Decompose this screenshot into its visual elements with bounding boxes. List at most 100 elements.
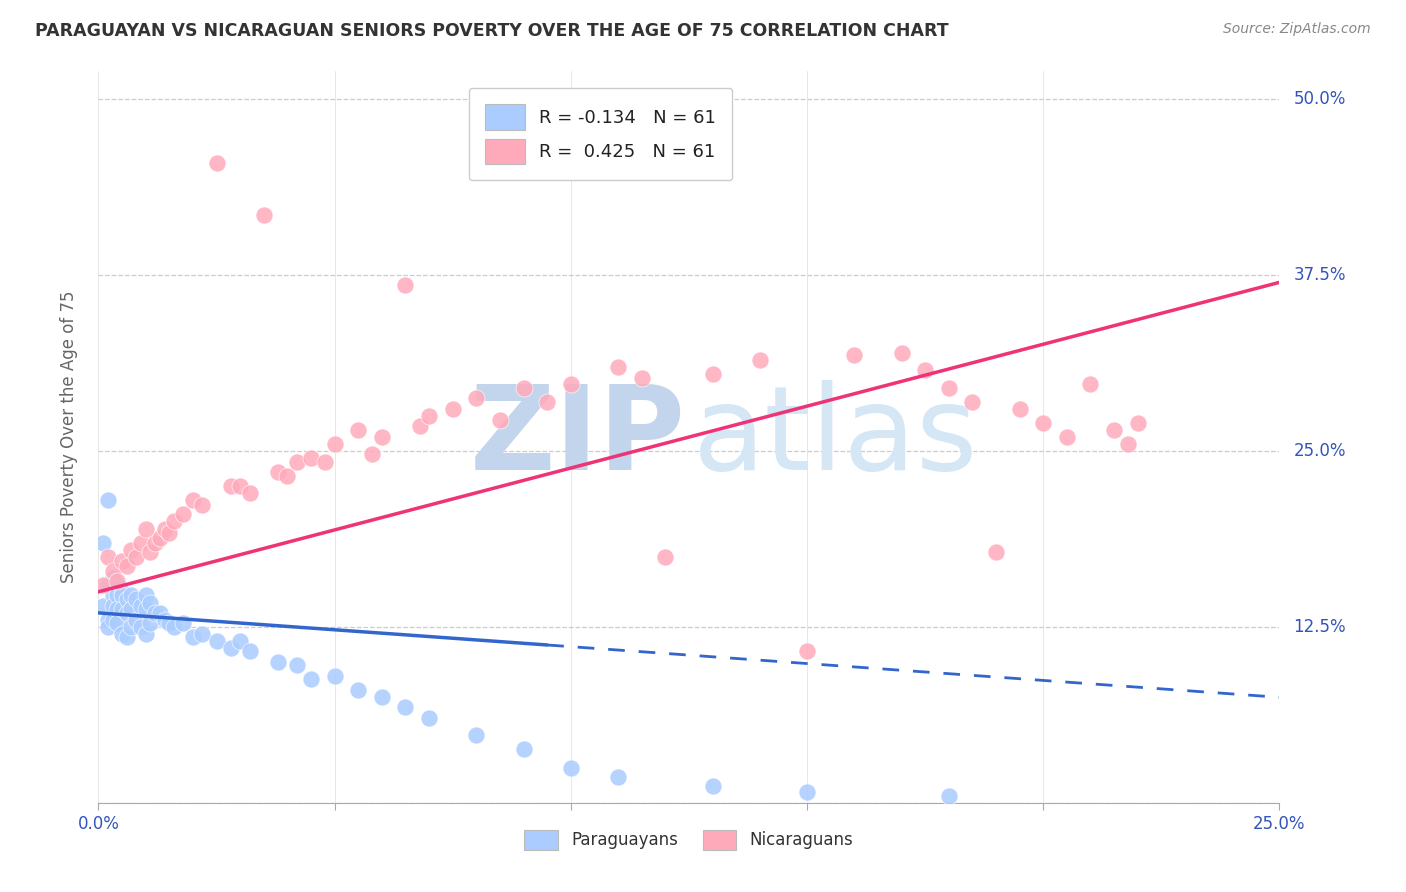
- Point: [347, 683, 370, 698]
- Text: PARAGUAYAN VS NICARAGUAN SENIORS POVERTY OVER THE AGE OF 75 CORRELATION CHART: PARAGUAYAN VS NICARAGUAN SENIORS POVERTY…: [35, 22, 949, 40]
- Point: [441, 401, 464, 416]
- Point: [314, 455, 336, 469]
- Point: [139, 596, 162, 610]
- Point: [97, 620, 120, 634]
- Point: [135, 521, 157, 535]
- Point: [101, 588, 124, 602]
- Point: [890, 345, 912, 359]
- Point: [512, 742, 534, 756]
- Text: 37.5%: 37.5%: [1294, 267, 1346, 285]
- Point: [408, 418, 430, 433]
- Point: [111, 554, 134, 568]
- Point: [465, 728, 488, 742]
- Point: [205, 634, 228, 648]
- Point: [607, 359, 630, 374]
- Point: [111, 588, 134, 602]
- Point: [121, 542, 143, 557]
- Point: [115, 591, 138, 606]
- Point: [299, 451, 322, 466]
- Point: [135, 588, 157, 602]
- Point: [748, 352, 770, 367]
- Point: [143, 606, 166, 620]
- Point: [91, 535, 114, 549]
- Point: [111, 627, 134, 641]
- Point: [536, 395, 558, 409]
- Point: [844, 349, 866, 363]
- Point: [1102, 423, 1125, 437]
- Point: [1032, 416, 1054, 430]
- Point: [489, 413, 512, 427]
- Point: [121, 601, 143, 615]
- Point: [101, 599, 124, 613]
- Point: [115, 630, 138, 644]
- Point: [654, 549, 676, 564]
- Point: [299, 672, 322, 686]
- Point: [418, 711, 440, 725]
- Point: [239, 644, 262, 658]
- Point: [115, 606, 138, 620]
- Text: 50.0%: 50.0%: [1294, 90, 1346, 109]
- Point: [205, 156, 228, 170]
- Point: [105, 588, 128, 602]
- Point: [938, 381, 960, 395]
- Point: [371, 690, 394, 705]
- Point: [129, 620, 152, 634]
- Point: [181, 630, 204, 644]
- Point: [101, 613, 124, 627]
- Point: [347, 423, 370, 437]
- Point: [1080, 376, 1102, 391]
- Point: [323, 437, 346, 451]
- Point: [139, 615, 162, 630]
- Point: [191, 627, 214, 641]
- Text: 12.5%: 12.5%: [1294, 618, 1346, 636]
- Point: [135, 627, 157, 641]
- Point: [239, 486, 262, 500]
- Point: [121, 588, 143, 602]
- Point: [172, 615, 194, 630]
- Point: [253, 208, 276, 222]
- Point: [101, 571, 124, 585]
- Point: [219, 641, 242, 656]
- Point: [394, 278, 416, 293]
- Point: [163, 620, 186, 634]
- Point: [465, 391, 488, 405]
- Text: 25.0%: 25.0%: [1294, 442, 1346, 460]
- Point: [630, 371, 652, 385]
- Point: [1008, 401, 1031, 416]
- Point: [229, 479, 252, 493]
- Point: [267, 655, 290, 669]
- Point: [702, 779, 724, 793]
- Point: [1116, 437, 1139, 451]
- Point: [181, 493, 204, 508]
- Point: [153, 521, 176, 535]
- Text: ZIP: ZIP: [470, 380, 685, 494]
- Point: [97, 493, 120, 508]
- Point: [149, 532, 172, 546]
- Point: [938, 789, 960, 803]
- Point: [607, 771, 630, 785]
- Point: [97, 613, 120, 627]
- Point: [560, 376, 582, 391]
- Point: [97, 549, 120, 564]
- Point: [1126, 416, 1149, 430]
- Point: [125, 613, 148, 627]
- Point: [129, 535, 152, 549]
- Point: [914, 362, 936, 376]
- Point: [512, 381, 534, 395]
- Point: [191, 498, 214, 512]
- Point: [229, 634, 252, 648]
- Text: Source: ZipAtlas.com: Source: ZipAtlas.com: [1223, 22, 1371, 37]
- Text: atlas: atlas: [693, 380, 977, 494]
- Point: [115, 559, 138, 574]
- Point: [157, 615, 180, 630]
- Legend: Paraguayans, Nicaraguans: Paraguayans, Nicaraguans: [517, 823, 860, 856]
- Point: [323, 669, 346, 683]
- Point: [111, 601, 134, 615]
- Point: [121, 620, 143, 634]
- Point: [157, 525, 180, 540]
- Point: [418, 409, 440, 423]
- Point: [984, 545, 1007, 559]
- Point: [361, 447, 384, 461]
- Point: [394, 700, 416, 714]
- Point: [101, 564, 124, 578]
